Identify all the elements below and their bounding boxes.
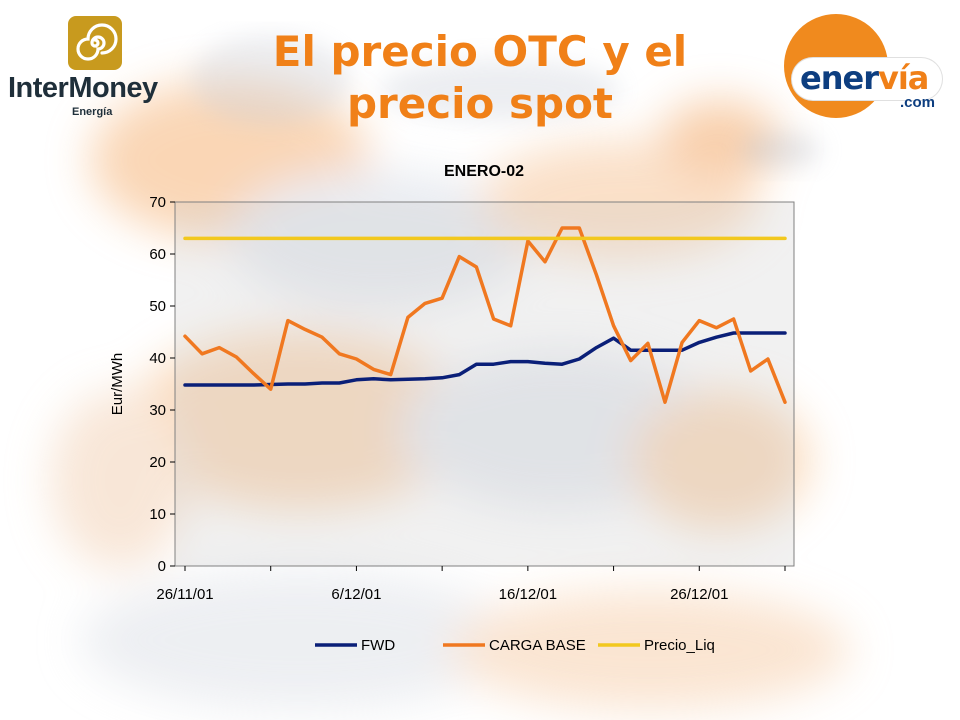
spiral-logo-icon (68, 16, 122, 70)
enervia-word-main: ener (800, 59, 879, 97)
intermoney-brand-text: InterMoney (8, 72, 158, 104)
y-axis: 0 10 20 30 40 50 60 70 (149, 194, 175, 575)
intermoney-logo: InterMoney Energía (8, 12, 183, 122)
legend-label-carga-base: CARGA BASE (489, 637, 586, 654)
enervia-domain: .com (900, 94, 936, 111)
y-tick-label: 50 (149, 298, 166, 315)
series-line-fwd (183, 331, 787, 387)
legend-label-fwd: FWD (361, 637, 395, 654)
y-tick-label: 30 (149, 402, 166, 419)
x-tick-label: 16/12/01 (499, 586, 557, 603)
page-title: El precio OTC y el precio spot (200, 26, 760, 130)
series-layer (183, 226, 787, 404)
page-title-line-1: El precio OTC y el (272, 27, 688, 76)
enervia-word-accent: vía (877, 59, 929, 97)
y-tick-label: 10 (149, 506, 166, 523)
y-tick-label: 70 (149, 194, 166, 211)
y-tick-label: 60 (149, 246, 166, 263)
enervia-pill (792, 58, 942, 100)
enervia-wordmark: enervía (800, 59, 929, 97)
x-tick-label: 26/12/01 (670, 586, 728, 603)
x-tick-label: 6/12/01 (331, 586, 381, 603)
x-tick-label: 26/11/01 (156, 586, 213, 603)
series-line-carga-base (183, 226, 787, 404)
y-axis-label: Eur/MWh (109, 353, 126, 416)
intermoney-sub-text: Energía (72, 106, 113, 118)
y-tick-label: 20 (149, 454, 166, 471)
chart-title: ENERO-02 (444, 163, 524, 180)
enervia-logo: enervía .com (770, 14, 960, 124)
page-title-line-2: precio spot (346, 79, 614, 128)
legend-label-precio-liq: Precio_Liq (644, 637, 715, 654)
y-tick-label: 0 (158, 558, 166, 575)
chart-legend: FWD CARGA BASE Precio_Liq (315, 637, 715, 654)
y-tick-label: 40 (149, 350, 166, 367)
x-axis: 26/11/01 6/12/01 16/12/01 26/12/01 (156, 566, 786, 603)
